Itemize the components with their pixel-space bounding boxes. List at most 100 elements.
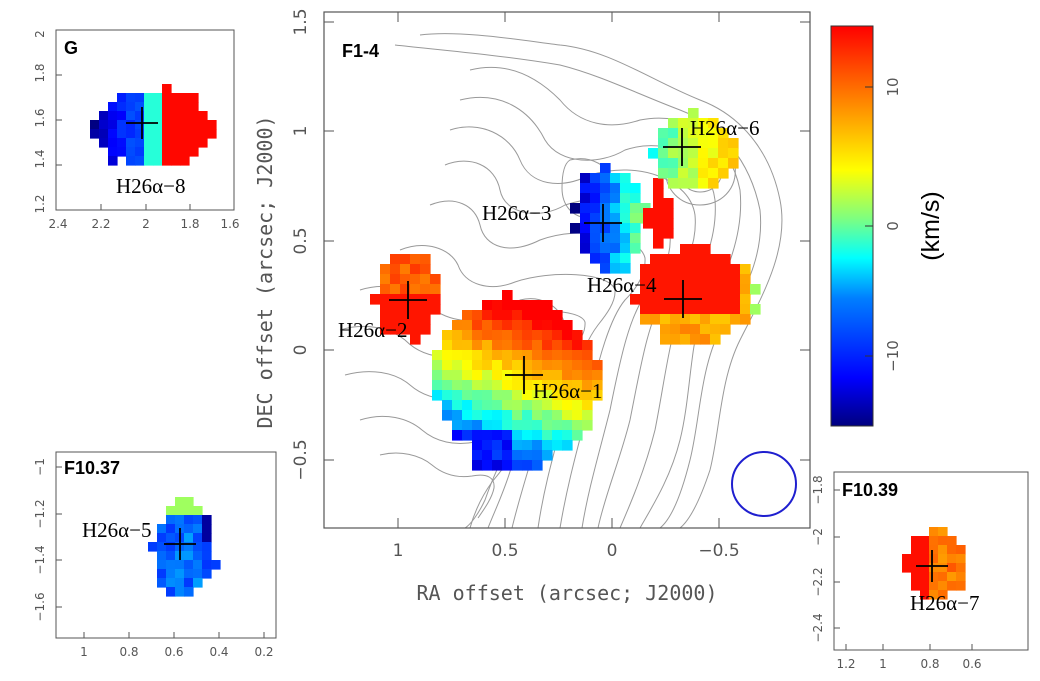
- main-y-tick-1: −0.5: [291, 439, 311, 480]
- velocity-pixel-h26a-8: [189, 102, 199, 112]
- velocity-pixel-h26a-4: [730, 284, 741, 295]
- velocity-pixel-h26a-4: [710, 284, 721, 295]
- velocity-pixel-h26a-1: [582, 400, 593, 411]
- velocity-pixel-h26a-1: [492, 400, 503, 411]
- velocity-pixel-h26a-5: [166, 542, 176, 552]
- source-label-h26a-3: H26α−3: [482, 201, 552, 225]
- velocity-pixel-h26a-1: [442, 360, 453, 371]
- velocity-pixel-h26a-1: [482, 460, 493, 471]
- velocity-pixel-h26a-1: [492, 320, 503, 331]
- velocity-pixel-h26a-6: [678, 148, 689, 159]
- velocity-pixel-h26a-1: [572, 410, 583, 421]
- velocity-pixel-h26a-8: [171, 129, 181, 139]
- velocity-pixel-h26a-1: [472, 400, 483, 411]
- velocity-pixel-h26a-7: [947, 545, 957, 555]
- velocity-pixel-h26a-1: [522, 440, 533, 451]
- velocity-pixel-h26a-7: [920, 545, 930, 555]
- velocity-pixel-h26a-3: [630, 213, 641, 224]
- velocity-pixel-h26a-1: [522, 430, 533, 441]
- velocity-pixel-h26a-1: [482, 320, 493, 331]
- velocity-pixel-h26a-8: [153, 156, 163, 166]
- panel-f10-39-y-tick-3: −2: [811, 528, 825, 546]
- velocity-pixel-h26a-4: [730, 314, 741, 325]
- velocity-pixel-h26a-1: [492, 310, 503, 321]
- velocity-pixel-h26a-8: [189, 111, 199, 121]
- velocity-pixel-h26a-6: [668, 148, 679, 159]
- source-marker-h26a-7: [916, 550, 948, 582]
- velocity-pixel-h26a-4: [650, 294, 661, 305]
- velocity-pixel-h26a-6: [668, 178, 679, 189]
- velocity-pixel-h26a-6: [688, 108, 699, 119]
- velocity-pixels-main: [370, 108, 761, 471]
- velocity-pixel-h26a-6: [718, 138, 729, 149]
- panel-f10-37-frame: [55, 451, 277, 639]
- velocity-pixel-h26a-8: [180, 147, 190, 157]
- velocity-pixel-h26a-4: [690, 284, 701, 295]
- velocity-pixel-h26a-1: [492, 350, 503, 361]
- velocity-pixel-h26a-4: [680, 274, 691, 285]
- velocity-pixel-h26a-1: [472, 380, 483, 391]
- velocity-pixel-h26a-7: [902, 554, 912, 564]
- velocity-pixel-h26a-6: [658, 168, 669, 179]
- velocity-pixel-h26a-5: [166, 551, 176, 561]
- velocity-pixel-h26a-3: [590, 203, 601, 214]
- velocity-pixel-h26a-8: [144, 147, 154, 157]
- velocity-pixel-h26a-6: [688, 148, 699, 159]
- velocity-pixel-h26a-7: [938, 572, 948, 582]
- velocity-pixel-h26a-4: [680, 334, 691, 345]
- velocity-pixel-h26a-1: [562, 320, 573, 331]
- velocity-pixel-h26a-8: [162, 156, 172, 166]
- velocity-pixel-h26a-1: [482, 350, 493, 361]
- velocity-pixel-h26a-8: [180, 93, 190, 103]
- velocity-pixel-h26a-4: [680, 324, 691, 335]
- velocity-pixel-h26a-2: [390, 274, 401, 285]
- velocity-pixel-h26a-4: [720, 314, 731, 325]
- velocity-pixel-h26a-8: [180, 138, 190, 148]
- velocity-pixel-h26a-2: [380, 314, 391, 325]
- velocity-pixel-h26a-7: [911, 581, 921, 591]
- velocity-pixel-h26a-3-red: [653, 238, 664, 249]
- velocity-pixel-h26a-7: [956, 563, 966, 573]
- velocity-pixel-h26a-6: [668, 128, 679, 139]
- velocity-pixel-h26a-6: [678, 178, 689, 189]
- velocity-pixel-h26a-2: [380, 274, 391, 285]
- velocity-pixel-h26a-3: [580, 223, 591, 234]
- velocity-pixel-h26a-1: [552, 440, 563, 451]
- velocity-pixel-h26a-3: [610, 223, 621, 234]
- velocity-pixel-h26a-4: [740, 284, 751, 295]
- velocity-pixel-h26a-3: [610, 203, 621, 214]
- velocity-pixel-h26a-2: [400, 314, 411, 325]
- velocity-pixel-h26a-1: [552, 350, 563, 361]
- panel-f10-37-x-tick-1: 1: [80, 645, 88, 659]
- velocity-pixel-h26a-8: [117, 111, 127, 121]
- velocity-pixel-h26a-8: [153, 129, 163, 139]
- velocity-pixel-h26a-8: [135, 138, 145, 148]
- velocity-pixel-h26a-1: [582, 420, 593, 431]
- velocity-pixel-h26a-5: [166, 560, 176, 570]
- velocity-pixel-h26a-5: [175, 515, 185, 525]
- velocity-pixel-h26a-3-red: [653, 198, 664, 209]
- velocity-pixel-h26a-8: [153, 120, 163, 130]
- velocity-pixel-h26a-4: [710, 264, 721, 275]
- velocity-pixel-h26a-1: [452, 410, 463, 421]
- velocity-pixel-h26a-8: [171, 138, 181, 148]
- velocity-pixel-h26a-1: [482, 340, 493, 351]
- velocity-pixel-h26a-8: [171, 147, 181, 157]
- velocity-pixel-h26a-1: [482, 450, 493, 461]
- velocity-pixel-h26a-7: [929, 572, 939, 582]
- velocity-pixel-h26a-1: [512, 410, 523, 421]
- velocity-pixel-h26a-8: [126, 138, 136, 148]
- velocity-pixel-h26a-5: [175, 560, 185, 570]
- velocity-pixel-h26a-4: [700, 244, 711, 255]
- main-y-tick-3: 0.5: [291, 227, 311, 254]
- velocity-pixel-h26a-6: [728, 148, 739, 159]
- velocity-pixel-h26a-1: [542, 300, 553, 311]
- panel-g-x-tick-labels: 2.4 2.2 2 1.8 1.6: [48, 217, 239, 231]
- velocity-pixel-h26a-8: [153, 147, 163, 157]
- velocity-pixel-h26a-2: [430, 274, 441, 285]
- velocity-pixel-h26a-4: [650, 304, 661, 315]
- velocity-pixel-h26a-8: [126, 147, 136, 157]
- colorbar: 10 0 −10 (km/s): [830, 25, 945, 427]
- velocity-pixel-h26a-1: [532, 360, 543, 371]
